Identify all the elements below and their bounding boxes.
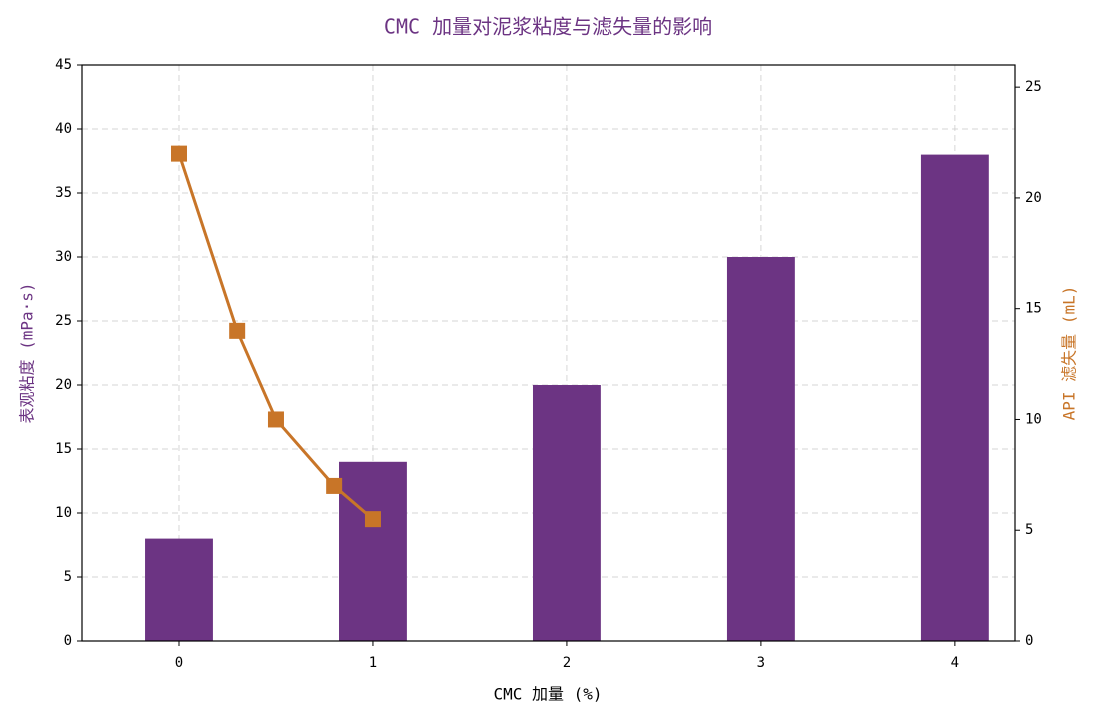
y-axis-label: 表观粘度 (mPa·s) [18, 282, 37, 423]
y-tick-label: 20 [55, 377, 72, 393]
x-tick-label: 4 [951, 655, 959, 671]
plot-frame [81, 64, 1016, 642]
y-tick-label: 30 [55, 249, 72, 265]
y-tick-label: 35 [55, 185, 72, 201]
marker [229, 322, 246, 339]
y2-tick-label: 15 [1025, 301, 1042, 317]
y2-axis-label: API 滤失量 (mL) [1060, 286, 1079, 421]
y-tick-label: 25 [55, 313, 72, 329]
y-tick-label: 15 [55, 441, 72, 457]
y2-tick-label: 0 [1025, 633, 1033, 649]
y2-tick-label: 25 [1025, 79, 1042, 95]
y-tick-label: 45 [55, 57, 72, 73]
y-tick-label: 10 [55, 505, 72, 521]
marker [326, 477, 343, 494]
bar [532, 385, 601, 641]
y-tick-label: 5 [64, 569, 72, 585]
y-tick-label: 40 [55, 121, 72, 137]
bar [339, 461, 407, 641]
x-tick-label: 2 [563, 655, 571, 671]
x-tick-label: 3 [757, 655, 765, 671]
y-tick-label: 0 [64, 633, 72, 649]
chart-title: CMC 加量对泥浆粘度与滤失量的影响 [384, 15, 712, 39]
bar [920, 154, 989, 641]
y2-tick-label: 20 [1025, 190, 1042, 206]
marker [364, 511, 381, 528]
bar [726, 257, 795, 641]
bar [145, 538, 213, 641]
y2-tick-label: 10 [1025, 411, 1042, 427]
y2-tick-label: 5 [1025, 522, 1033, 538]
marker [170, 145, 187, 162]
x-axis-label: CMC 加量 (%) [493, 685, 602, 704]
x-tick-label: 0 [175, 655, 183, 671]
marker [267, 411, 284, 428]
x-tick-label: 1 [369, 655, 377, 671]
